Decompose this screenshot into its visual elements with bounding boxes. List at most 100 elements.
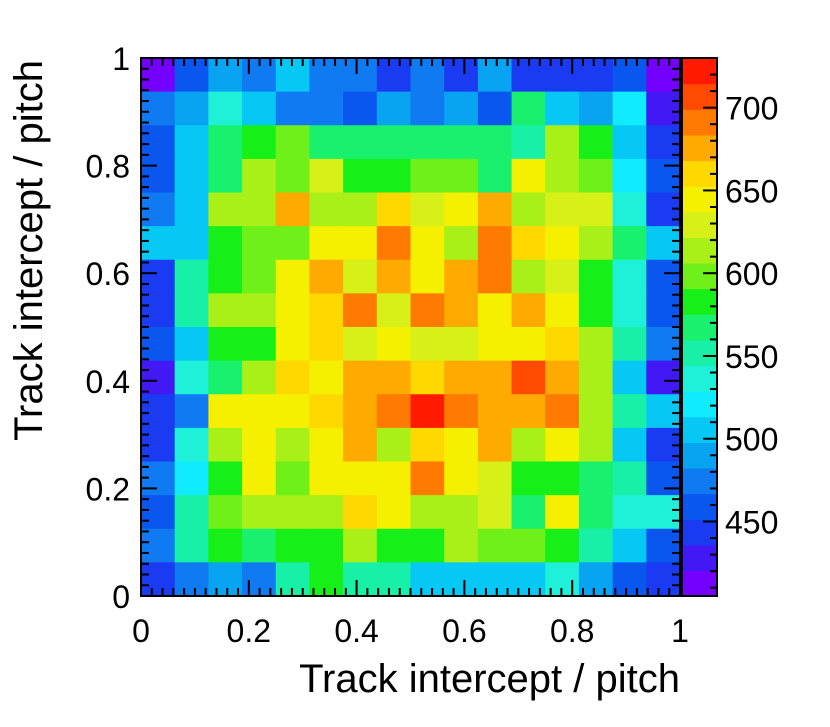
- colorbar-tick-label: 450: [725, 505, 778, 541]
- heatmap-cell: [343, 461, 378, 496]
- heatmap-cell: [309, 293, 344, 328]
- heatmap-cell: [511, 91, 546, 126]
- heatmap-cell: [578, 427, 614, 463]
- heatmap-cell: [511, 293, 546, 328]
- heatmap-cell: [578, 360, 614, 395]
- heatmap-cell: [376, 394, 412, 429]
- heatmap-cell: [477, 192, 513, 227]
- heatmap-cell: [444, 461, 479, 496]
- heatmap-cell: [545, 495, 580, 530]
- heatmap-cell: [343, 192, 378, 227]
- heatmap-cell: [545, 461, 580, 496]
- heatmap-cell: [343, 293, 378, 328]
- heatmap-cell: [275, 125, 311, 160]
- heatmap-cell: [309, 327, 344, 362]
- heatmap-cell: [141, 226, 176, 261]
- heatmap-cell: [477, 91, 513, 126]
- heatmap-cell: [545, 293, 580, 328]
- heatmap-cell: [578, 192, 614, 227]
- heatmap-cell: [578, 327, 614, 362]
- heatmap-cell: [444, 562, 479, 597]
- heatmap-cell: [477, 427, 513, 463]
- heatmap-cell: [275, 427, 311, 463]
- heatmap-cell: [612, 461, 647, 496]
- heatmap-cell: [208, 226, 243, 261]
- heatmap-cell: [511, 327, 546, 362]
- heatmap-cell: [208, 58, 243, 93]
- heatmap-cell: [612, 495, 647, 530]
- heatmap-cell: [646, 91, 681, 126]
- colorbar-segment: [682, 288, 717, 315]
- colorbar-segment: [682, 237, 717, 264]
- heatmap-cell: [612, 293, 647, 328]
- heatmap-cell: [410, 528, 445, 563]
- heatmap-cell: [208, 461, 243, 496]
- heatmap-cell: [242, 495, 277, 530]
- heatmap-cell: [141, 360, 176, 395]
- heatmap-cell: [275, 192, 311, 227]
- heatmap-cell: [242, 394, 277, 429]
- heatmap-cell: [309, 259, 344, 294]
- colorbar: 450 500 550 600 650 700: [681, 57, 778, 597]
- heatmap-cell: [309, 360, 344, 395]
- heatmap-cell: [309, 125, 344, 160]
- heatmap-cell: [477, 562, 513, 597]
- heatmap-cell: [208, 360, 243, 395]
- heatmap-cell: [242, 293, 277, 328]
- heatmap-cell: [141, 327, 176, 362]
- heatmap-cell: [174, 461, 209, 496]
- heatmap-cell: [477, 461, 513, 496]
- heatmap-cell: [410, 461, 445, 496]
- heatmap-cell: [545, 91, 580, 126]
- heatmap-cell: [545, 327, 580, 362]
- heatmap-cell: [275, 394, 311, 429]
- heatmap-cell: [174, 226, 209, 261]
- heatmap-cell: [242, 91, 277, 126]
- heatmap-cell: [242, 327, 277, 362]
- heatmap-cell: [309, 58, 344, 93]
- heatmap-cell: [174, 360, 209, 395]
- heatmap-cell: [410, 58, 445, 93]
- heatmap-cell: [309, 91, 344, 126]
- heatmap-cell: [174, 562, 209, 597]
- heatmap-cells: [141, 58, 681, 597]
- colorbar-tick-label: 500: [725, 422, 778, 458]
- colorbar-frame: [681, 57, 718, 597]
- heatmap-cell: [410, 259, 445, 294]
- heatmap-cell: [208, 259, 243, 294]
- heatmap-cell: [376, 528, 412, 563]
- heatmap-cell: [444, 327, 479, 362]
- heatmap-cell: [343, 495, 378, 530]
- colorbar-tick-label: 550: [725, 339, 778, 375]
- heatmap-cell: [545, 528, 580, 563]
- heatmap-cell: [612, 360, 647, 395]
- heatmap-cell: [141, 394, 176, 429]
- heatmap-cell: [174, 125, 209, 160]
- heatmap-cell: [343, 327, 378, 362]
- heatmap-cell: [242, 192, 277, 227]
- heatmap-cell: [343, 58, 378, 93]
- heatmap-cell: [410, 226, 445, 261]
- heatmap-cell: [309, 461, 344, 496]
- y-axis-title: Track intercept / pitch: [7, 60, 51, 441]
- heatmap-cell: [578, 158, 614, 194]
- heatmap-cell: [444, 91, 479, 126]
- heatmap-cell: [477, 327, 513, 362]
- colorbar-segment: [682, 544, 717, 571]
- heatmap-cell: [444, 259, 479, 294]
- heatmap-cell: [141, 293, 176, 328]
- heatmap-cell: [242, 528, 277, 563]
- colorbar-segment: [682, 262, 717, 290]
- heatmap-cell: [578, 125, 614, 160]
- heatmap-cell: [646, 226, 681, 261]
- heatmap-cell: [208, 394, 243, 429]
- heatmap-cell: [275, 158, 311, 194]
- heatmap-cell: [444, 394, 479, 429]
- heatmap-cell: [309, 427, 344, 463]
- colorbar-segment: [682, 570, 717, 597]
- x-tick-label: 0.6: [442, 613, 486, 649]
- heatmap-cell: [309, 158, 344, 194]
- heatmap-cell: [511, 158, 546, 194]
- heatmap-cell: [275, 327, 311, 362]
- heatmap-cell: [343, 394, 378, 429]
